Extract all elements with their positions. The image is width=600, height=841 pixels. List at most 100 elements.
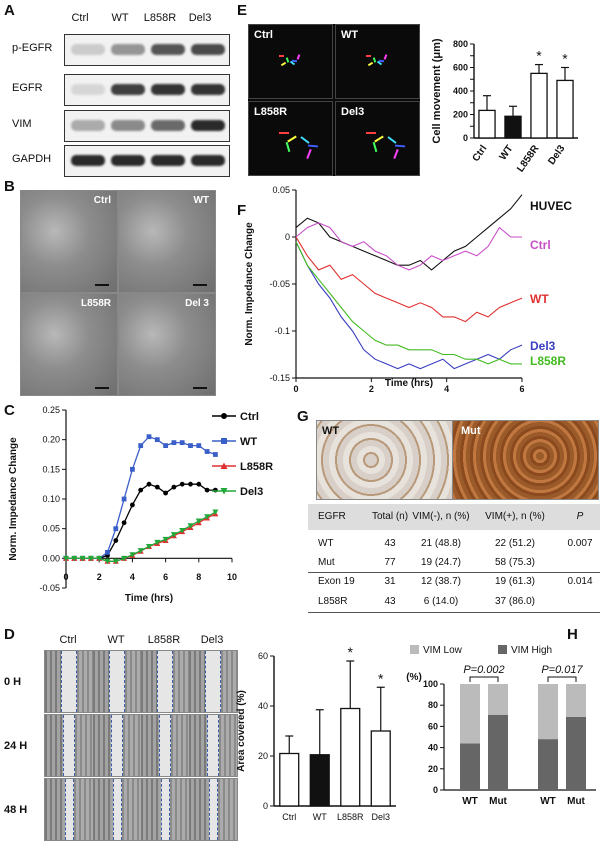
panel-label-d: D — [4, 626, 15, 643]
row-label: 0 H — [4, 676, 22, 688]
x-tick-label: 6 — [519, 384, 524, 394]
blot-band — [71, 84, 105, 95]
y-axis-label: Cell movement (μm) — [431, 38, 443, 143]
bar — [370, 730, 391, 807]
cell-track — [366, 55, 371, 57]
legend-label: WT — [240, 436, 257, 448]
y-tick-label: -0.1 — [274, 326, 290, 336]
y-tick-label: 200 — [453, 110, 468, 120]
cell-track — [279, 132, 289, 134]
data-point — [121, 496, 127, 502]
column-label: L858R — [147, 634, 181, 646]
wound-gap — [111, 715, 123, 776]
x-tick-label: 4 — [130, 572, 135, 582]
column-label: Del3 — [200, 634, 224, 646]
column-label: WT — [107, 634, 125, 646]
panel-label-f: F — [237, 202, 247, 219]
tile-label: Ctrl — [93, 195, 111, 206]
cell-track — [306, 148, 312, 160]
scale-bar — [193, 284, 207, 286]
panel-label-a: A — [4, 2, 15, 19]
wound-gap — [63, 715, 75, 776]
blot-band — [111, 155, 145, 166]
data-point — [121, 520, 127, 526]
data-point — [138, 443, 144, 448]
series-line — [295, 194, 523, 271]
cell-track — [374, 135, 384, 143]
blot-strip — [64, 34, 230, 66]
series-line — [66, 435, 216, 559]
data-point — [71, 555, 78, 562]
data-point — [213, 452, 218, 457]
cell-sheet — [77, 651, 93, 712]
image-label: WT — [322, 425, 340, 437]
bar — [279, 752, 300, 807]
cell-track — [285, 141, 291, 153]
vim-stacked-chart: 0 20 40 60 80 100(%) VIM Low VIM High WT Mut P=0.0… — [406, 645, 596, 807]
morphology-tile: WT — [118, 190, 216, 293]
cell-sheet — [141, 715, 159, 776]
x-category-label: Mut — [567, 796, 585, 807]
series-line — [295, 241, 522, 365]
y-tick-label: 0 — [285, 232, 290, 242]
data-point — [171, 484, 177, 490]
cell-sheet — [217, 779, 237, 840]
y-tick-label: 100 — [423, 679, 438, 689]
tracking-frame: Ctrl WT L858R Del3 — [248, 24, 420, 176]
cell-track — [367, 61, 374, 67]
tile-label: L858R — [254, 106, 288, 118]
y-tick-label: 800 — [453, 39, 468, 49]
data-point — [129, 552, 136, 558]
data-point — [179, 481, 185, 487]
data-point — [171, 440, 177, 446]
cell-sheet — [141, 651, 157, 712]
series-line — [66, 483, 216, 559]
wound-gap — [205, 651, 221, 712]
series-line — [295, 236, 523, 323]
column-label: Ctrl — [59, 634, 77, 646]
x-category-label: WT — [540, 796, 556, 807]
x-category-label: Mut — [489, 796, 507, 807]
data-point — [96, 555, 103, 562]
y-tick-label: 0.00 — [42, 553, 60, 563]
cell-track — [296, 54, 301, 60]
tracking-tile: WT — [335, 24, 420, 99]
y-tick-label: 20 — [428, 764, 438, 774]
tile-label: Del3 — [341, 106, 365, 118]
cell-track — [279, 55, 284, 57]
cell-track — [366, 132, 376, 134]
y-tick-label: 0.10 — [42, 494, 60, 504]
data-point — [154, 437, 160, 443]
data-point — [213, 487, 218, 493]
ihc-image-mut: Mut — [452, 420, 599, 500]
cell-sheet — [169, 779, 189, 840]
y-tick-label: 0 — [263, 801, 268, 811]
series-label: L858R — [530, 354, 566, 368]
cell-sheet — [45, 779, 65, 840]
lane-label: L858R — [143, 12, 177, 24]
area-covered-chart: 0 20 40 60 Ctrl WT * L858R * Del3 Area covered (%) — [236, 644, 396, 822]
data-point — [163, 443, 168, 448]
data-point — [179, 440, 185, 446]
data-point — [63, 555, 69, 562]
impedance-chart-c: -0.05 0.00 0.05 0.10 0.15 0.20 0.25 0 2 4 6 8 10 Time… — [8, 405, 273, 604]
bar-vim-low — [566, 684, 586, 717]
lane-label: Del3 — [188, 12, 212, 24]
wound-gap — [61, 651, 77, 712]
blot-band — [151, 84, 185, 95]
data-point — [204, 449, 210, 454]
legend-marker — [221, 438, 227, 444]
cell-track — [285, 57, 290, 63]
table-cell: WT — [318, 538, 334, 549]
blot-strip — [64, 110, 230, 142]
lane-label: Ctrl — [71, 12, 89, 24]
x-category-label: L858R — [515, 143, 542, 175]
wound-gap — [157, 651, 173, 712]
cell-sheet — [73, 779, 93, 840]
y-tick-label: 80 — [428, 700, 438, 710]
bar — [309, 754, 330, 807]
bar — [340, 707, 361, 807]
y-tick-label: 40 — [428, 743, 438, 753]
data-point — [195, 518, 202, 524]
legend-label: VIM High — [511, 645, 552, 656]
